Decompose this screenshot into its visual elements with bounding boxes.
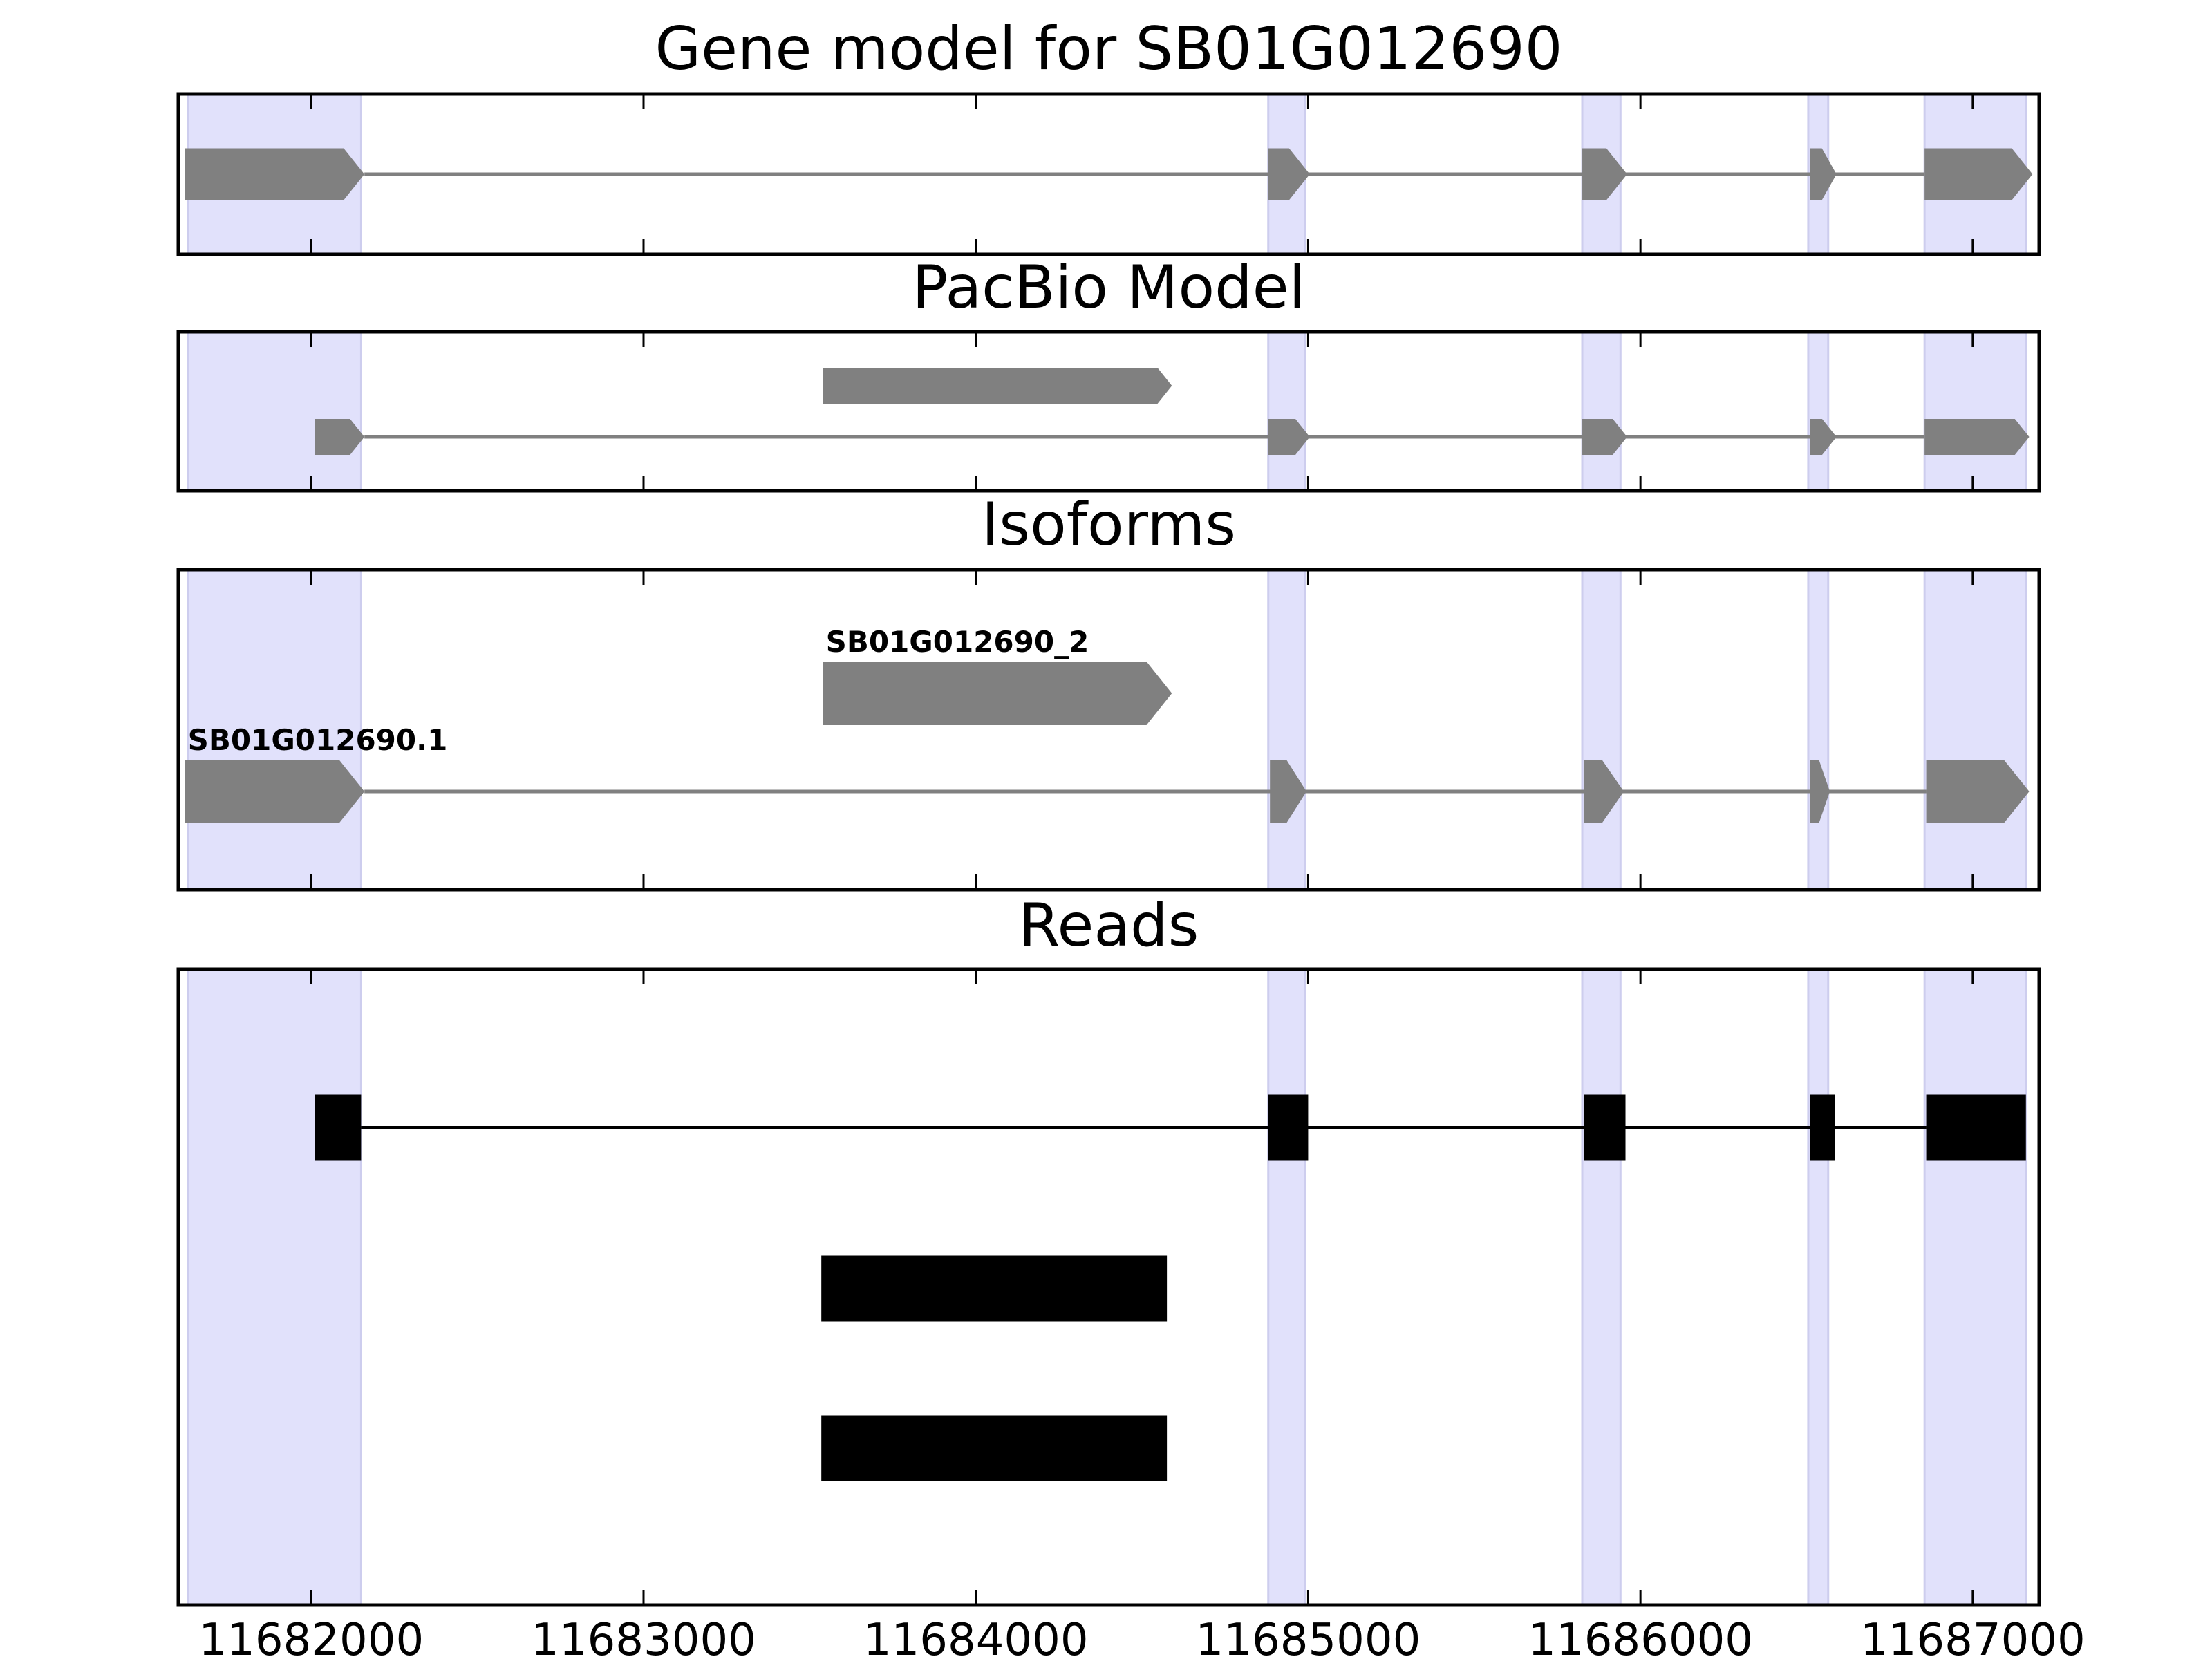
exon-arrow [1926, 760, 2030, 823]
exon-region-3 [1807, 330, 1830, 492]
exon-region-0 [187, 330, 362, 492]
panel-1: PacBio Model [176, 253, 2041, 493]
read-block [1810, 1094, 1835, 1161]
x-tick-label: 11686000 [1528, 1615, 1753, 1659]
panel-2: Isoforms SB01G012690_2 SB01G012690.1 [176, 490, 2041, 892]
exon-region-4 [1923, 568, 2027, 891]
exon-region-2 [1581, 568, 1622, 891]
exon-arrow [1584, 760, 1624, 823]
read-block [1268, 1094, 1309, 1161]
exon-region-1 [1267, 968, 1306, 1606]
plot-frame [176, 330, 2041, 493]
exon-arrow [1270, 760, 1307, 823]
panel-title: Gene model for SB01G012690 [655, 15, 1563, 84]
plot-frame [176, 967, 2041, 1607]
panel-title: PacBio Model [912, 253, 1305, 322]
read-block [821, 1255, 1168, 1322]
plot-frame [176, 92, 2041, 256]
exon-region-2 [1581, 968, 1622, 1606]
exon-region-4 [1923, 968, 2027, 1606]
read-2 [821, 1415, 1168, 1481]
exon-arrow [1924, 419, 2030, 455]
exon-arrow [823, 368, 1172, 404]
read-1 [821, 1255, 1168, 1322]
exon-region-1 [1267, 568, 1306, 891]
exon-arrow [185, 760, 365, 823]
transcript-1 [315, 419, 2030, 455]
panel-title: Isoforms [982, 490, 1236, 559]
x-tick-label: 11682000 [198, 1615, 424, 1659]
read-block [315, 1094, 362, 1161]
x-tick-label: 11687000 [1860, 1615, 2086, 1659]
panel-title: Reads [1019, 891, 1199, 960]
exon-arrow [1810, 760, 1830, 823]
exon-region-3 [1807, 568, 1830, 891]
exon-arrow [1924, 148, 2033, 200]
x-tick-label: 11684000 [863, 1615, 1089, 1659]
read-block [821, 1415, 1168, 1481]
transcript-0 [823, 368, 1172, 404]
plot-frame [176, 568, 2041, 892]
exon-arrow [1268, 148, 1310, 200]
exon-region-3 [1807, 968, 1830, 1606]
exon-arrow [1810, 419, 1837, 455]
exon-arrow [1582, 419, 1627, 455]
exon-arrow [823, 662, 1172, 725]
panel-0: Gene model for SB01G012690 [176, 15, 2041, 256]
exon-region-1 [1267, 330, 1306, 492]
isoform-label: SB01G012690_2 [826, 625, 1089, 659]
panel-3: Reads 11682000 11683000 11684000 11685000 116… [176, 891, 2086, 1659]
transcript-1: SB01G012690.1 [185, 723, 2030, 823]
exon-arrow [1810, 148, 1837, 200]
exon-arrow [315, 419, 365, 455]
read-0 [315, 1094, 2026, 1161]
x-tick-label: 11683000 [531, 1615, 756, 1659]
read-block [1926, 1094, 2026, 1161]
transcript-0 [185, 148, 2033, 200]
exon-region-2 [1581, 330, 1622, 492]
x-tick-label: 11685000 [1196, 1615, 1421, 1659]
exon-region-0 [187, 568, 362, 891]
exon-region-4 [1923, 330, 2027, 492]
exon-arrow [185, 148, 365, 200]
exon-region-0 [187, 968, 362, 1606]
transcript-0: SB01G012690_2 [823, 625, 1172, 725]
exon-arrow [1582, 148, 1627, 200]
read-block [1584, 1094, 1626, 1161]
isoform-label: SB01G012690.1 [188, 723, 448, 757]
exon-arrow [1268, 419, 1310, 455]
